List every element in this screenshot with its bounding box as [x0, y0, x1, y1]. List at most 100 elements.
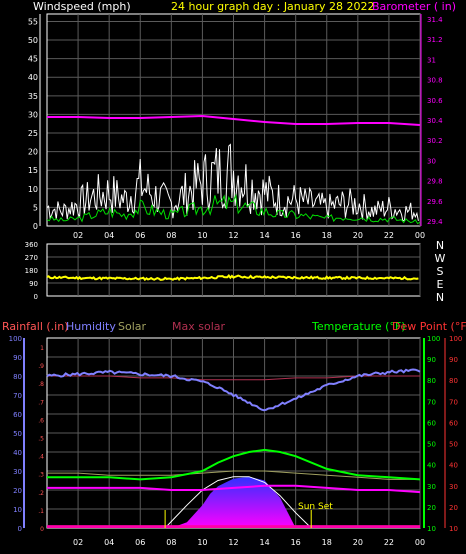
temperature-ytick-label: 40	[427, 462, 436, 470]
chart-title: 24 hour graph day : January 28 2022	[171, 0, 375, 13]
rainfall-ytick-label: .3	[38, 472, 44, 479]
direction-ytick-label: 90	[29, 280, 38, 288]
wind-ytick-label: 0	[33, 222, 38, 231]
humidity-label: Humidity	[66, 320, 116, 333]
dew-point-ytick-label: 50	[449, 441, 458, 449]
temp-xtick-label: 20	[353, 538, 363, 547]
wind-xtick-label: 18	[322, 231, 332, 240]
compass-label: E	[437, 278, 444, 291]
dew-point-ytick-label: 90	[449, 356, 458, 364]
barometer-ytick-label: 30.6	[427, 97, 443, 105]
rainfall-ytick-label: .5	[38, 436, 44, 443]
temperature-ytick-label: 10	[427, 525, 436, 533]
dew-point-ytick-label: 30	[449, 483, 458, 491]
humidity-ytick-label: 90	[13, 354, 22, 362]
dew-point-label: Dew Point (°F)	[392, 320, 466, 333]
rainfall-ytick-label: .1	[38, 508, 44, 515]
rain-baseline	[47, 525, 420, 528]
rainfall-ytick-label: .2	[38, 490, 44, 497]
solar-radiation-area	[171, 476, 296, 528]
barometer-series	[47, 114, 421, 126]
wind-xtick-label: 04	[104, 231, 114, 240]
temperature-ytick-label: 60	[427, 419, 436, 427]
wind-speed-series	[46, 143, 419, 222]
wind-axis-label: Windspeed (mph)	[33, 0, 131, 13]
temperature-series	[47, 448, 421, 481]
rainfall-label: Rainfall (.in)	[2, 320, 69, 333]
humidity-series	[46, 368, 421, 412]
wind-xtick-label: 22	[384, 231, 394, 240]
humidity-ytick-label: 100	[9, 335, 22, 343]
wind-xtick-label: 00	[415, 231, 425, 240]
wind-xtick-label: 10	[197, 231, 207, 240]
wind-xtick-label: 06	[135, 231, 145, 240]
wind-xtick-label: 08	[166, 231, 176, 240]
wind-ytick-label: 20	[28, 148, 38, 157]
humidity-ytick-label: 20	[13, 487, 22, 495]
humidity-ytick-label: 10	[13, 506, 22, 514]
barometer-ytick-label: 30.4	[427, 117, 443, 125]
temp-xtick-label: 08	[166, 538, 176, 547]
temp-humidity-chart: 01020304050607080901000.1.2.3.4.5.6.7.8.…	[9, 335, 463, 547]
dew-point-series	[47, 484, 421, 494]
dew-point-ytick-label: 80	[449, 377, 458, 385]
wind-ytick-label: 35	[28, 92, 38, 101]
compass-label: N	[436, 291, 444, 304]
wind-xtick-label: 20	[353, 231, 363, 240]
barometer-ytick-label: 30	[427, 157, 436, 165]
temperature-ytick-label: 100	[427, 335, 440, 343]
rainfall-ytick-label: .9	[38, 363, 44, 370]
wind-xtick-label: 16	[291, 231, 301, 240]
direction-ytick-label: 180	[25, 267, 38, 275]
wind-ytick-label: 50	[28, 36, 38, 45]
temp-xtick-label: 00	[415, 538, 425, 547]
humidity-ytick-label: 60	[13, 411, 22, 419]
humidity-ytick-label: 70	[13, 392, 22, 400]
wind-barometer-chart: 0 5 10 15 20 25 30 35 40 45 50 55 29.4 29.6 29.8 30 30.2…	[28, 13, 443, 240]
wind-ytick-label: 25	[28, 129, 38, 138]
humidity-ytick-label: 0	[18, 525, 22, 533]
wind-ytick-label: 55	[28, 17, 38, 26]
barometer-ytick-label: 30.8	[427, 77, 443, 85]
compass-label: N	[436, 239, 444, 252]
dew-point-ytick-label: 20	[449, 504, 458, 512]
barometer-ytick-label: 29.4	[427, 218, 443, 226]
humidity-ytick-label: 30	[13, 468, 22, 476]
wind-average-series	[46, 193, 421, 225]
temp-xtick-label: 22	[384, 538, 394, 547]
temperature-ytick-label: 90	[427, 356, 436, 364]
compass-label: W	[435, 252, 446, 265]
rainfall-ytick-label: .6	[38, 417, 44, 424]
wind-xtick-label: 14	[259, 231, 269, 240]
barometer-ytick-label: 29.8	[427, 178, 443, 186]
wind-xtick-label: 12	[228, 231, 238, 240]
dew-point-ytick-label: 60	[449, 419, 458, 427]
rainfall-ytick-label: .8	[38, 381, 44, 388]
temperature-ytick-label: 70	[427, 398, 436, 406]
rainfall-ytick-label: .4	[38, 454, 44, 461]
rainfall-ytick-label: .7	[38, 399, 44, 406]
rainfall-ytick-label: 0	[40, 526, 44, 533]
wind-ytick-label: 15	[28, 166, 38, 175]
temp-xtick-label: 02	[73, 538, 83, 547]
direction-ytick-label: 0	[34, 293, 38, 301]
humidity-ytick-label: 80	[13, 373, 22, 381]
temp-xtick-label: 14	[259, 538, 269, 547]
direction-ytick-label: 270	[25, 254, 38, 262]
barometer-ytick-label: 31.2	[427, 36, 443, 44]
temp-xtick-label: 04	[104, 538, 114, 547]
wind-xtick-label: 02	[73, 231, 83, 240]
wind-ytick-label: 30	[28, 110, 38, 119]
wind-direction-series	[46, 274, 419, 282]
humidity-ytick-label: 50	[13, 430, 22, 438]
barometer-ytick-label: 29.6	[427, 198, 443, 206]
dew-point-ytick-label: 100	[449, 335, 462, 343]
dew-point-ytick-label: 40	[449, 462, 458, 470]
rainfall-ytick-label: 1	[40, 345, 44, 352]
wind-ytick-label: 40	[28, 73, 38, 82]
direction-ytick-label: 360	[25, 241, 38, 249]
temperature-ytick-label: 30	[427, 483, 436, 491]
humidity-ytick-label: 40	[13, 449, 22, 457]
